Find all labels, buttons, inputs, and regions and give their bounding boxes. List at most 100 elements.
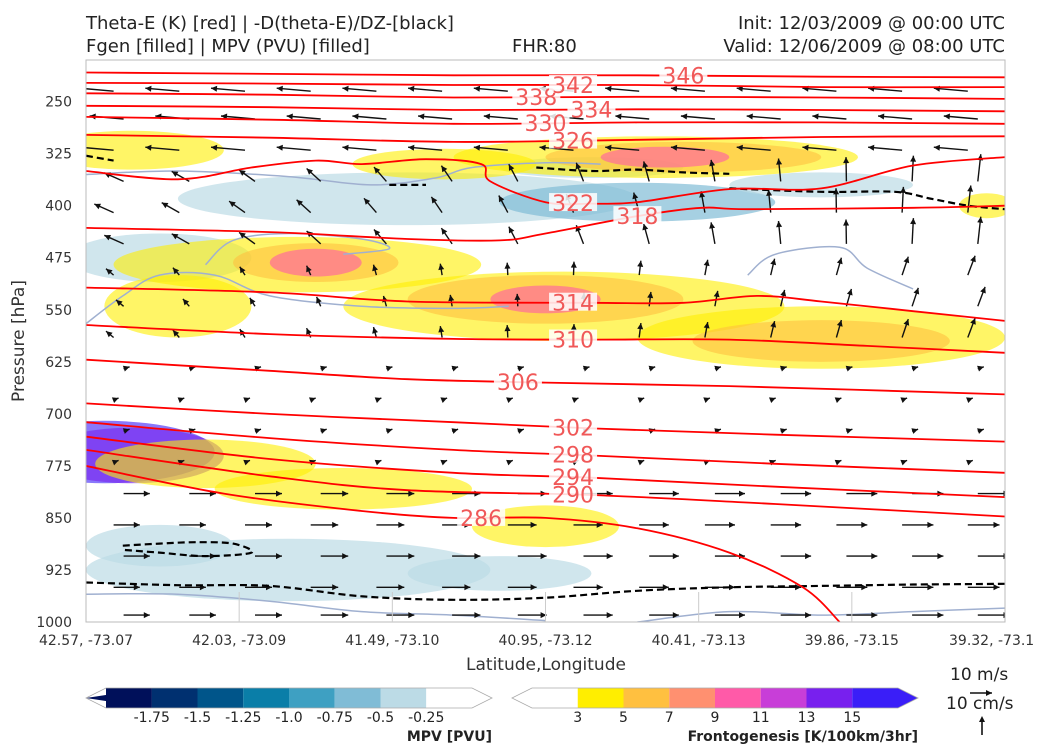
wind-arrowhead xyxy=(143,612,150,619)
wind-arrowhead xyxy=(211,144,218,151)
colorbar-tick: -1.0 xyxy=(275,710,302,726)
wind-arrowhead xyxy=(596,521,603,528)
fgen-fill xyxy=(600,146,730,168)
colorbar-tick: 15 xyxy=(843,710,861,726)
wind-arrowhead xyxy=(243,459,250,466)
y-tick-label: 400 xyxy=(45,199,72,215)
theta-e-contour xyxy=(86,465,841,622)
theta-e-label-bg xyxy=(549,444,598,463)
wind-arrowhead xyxy=(662,521,669,528)
wind-arrowhead xyxy=(464,584,471,591)
wind-arrowhead xyxy=(438,263,445,271)
wind-arrowhead xyxy=(106,331,113,338)
mpv-colorbar: -1.75 -1.5 -1.25 -1.0 -0.75 -0.5 -0.25 xyxy=(85,687,493,726)
colorbar-tick: 3 xyxy=(573,710,582,726)
y-tick-label: 625 xyxy=(45,355,72,371)
wind-arrowhead xyxy=(805,553,812,560)
colorbar-swatch xyxy=(426,688,472,708)
colorbar-tick: -0.75 xyxy=(317,710,353,726)
wind-arrowhead xyxy=(199,521,206,528)
wind-arrowhead xyxy=(517,428,524,434)
wind-arrowhead xyxy=(161,202,169,209)
theta-e-label-bg xyxy=(567,99,616,118)
wind-arrowhead xyxy=(209,612,216,619)
wind-arrowhead xyxy=(903,256,910,264)
x-tick-label: 40.41, -73.13 xyxy=(652,633,746,649)
wind-arrowhead xyxy=(846,288,853,296)
wind-arrowhead xyxy=(530,521,537,528)
wind-arrowhead xyxy=(993,521,1000,528)
wind-arrowhead xyxy=(1003,612,1005,619)
wind-arrowhead xyxy=(570,324,577,331)
wind-arrowhead xyxy=(440,459,448,466)
wind-arrowhead xyxy=(910,155,917,162)
wind-arrowhead xyxy=(1003,490,1005,497)
colorbar-tick: 5 xyxy=(619,710,628,726)
wind-arrowhead xyxy=(172,267,180,275)
wind-arrowhead xyxy=(309,397,316,403)
theta-e-label: 334 xyxy=(570,98,612,123)
wind-arrowhead xyxy=(713,290,720,298)
wind-arrowhead xyxy=(812,113,819,120)
wind-arrowhead xyxy=(266,521,272,528)
wind-arrowhead xyxy=(770,321,777,328)
wind-arrowhead xyxy=(637,323,644,330)
wind-arrowhead xyxy=(642,223,649,231)
colorbar-swatch xyxy=(532,688,578,708)
wind-arrowhead xyxy=(398,584,405,591)
x-tick-label: 41.49, -73.10 xyxy=(345,633,439,649)
wind-arrowhead xyxy=(570,261,577,268)
wind-arrowhead xyxy=(966,459,973,466)
mpv-fill xyxy=(729,172,914,198)
mpv-contour xyxy=(637,607,1005,622)
wind-arrowhead xyxy=(342,553,349,560)
wind-arrowhead xyxy=(770,258,777,266)
x-tick-label: 39.86, -73.15 xyxy=(805,633,899,649)
wind-arrowhead xyxy=(868,144,875,151)
x-tick-label: 42.03, -73.09 xyxy=(192,633,286,649)
wind-arrowhead xyxy=(316,296,322,304)
wind-arrowhead xyxy=(970,255,976,263)
wind-arrowhead xyxy=(606,612,613,619)
wind-arrowhead xyxy=(332,584,339,591)
wind-arrowhead xyxy=(709,222,716,229)
x-tick-label: 39.32, -73.1 xyxy=(949,633,1034,649)
wind-arrowhead xyxy=(861,521,868,528)
wind-arrowhead xyxy=(843,219,850,226)
wind-ref-arrowhead-v xyxy=(979,716,985,722)
wind-arrowhead xyxy=(780,365,787,372)
dthetae-contour xyxy=(729,187,1005,211)
wind-arrowhead xyxy=(408,553,415,560)
wind-arrowhead xyxy=(342,85,349,92)
dthetae-contour xyxy=(536,166,730,175)
wind-arrowhead xyxy=(637,260,644,267)
colorbar-swatch xyxy=(715,688,761,708)
wind-arrowhead xyxy=(172,330,180,337)
fgen-fill xyxy=(104,275,252,338)
wind-arrowhead xyxy=(408,144,415,151)
theta-e-label: 330 xyxy=(525,112,567,137)
wind-arrowhead xyxy=(171,233,179,240)
theta-e-label-bg xyxy=(613,206,662,225)
wind-arrowhead xyxy=(451,365,459,372)
wind-arrowhead xyxy=(448,294,455,302)
colorbar-tick: 13 xyxy=(798,710,816,726)
theta-e-labels: 2862902942983023063103143183223263303343… xyxy=(457,65,708,532)
wind-arrowhead xyxy=(977,216,984,223)
colorbar-tick: 11 xyxy=(752,710,770,726)
colorbar-swatch xyxy=(334,688,381,708)
dthetae-contours xyxy=(86,154,1005,601)
theta-e-label-bg xyxy=(521,113,570,132)
y-axis-ticks: 250 325 400 475 550 625 700 775 850 925 1000 xyxy=(36,95,72,631)
y-tick-label: 775 xyxy=(45,459,72,475)
forecast-hour: FHR:80 xyxy=(512,36,577,57)
wind-arrowhead xyxy=(306,168,313,175)
wind-arrowhead xyxy=(504,262,511,269)
x-tick-label: 40.95, -73.12 xyxy=(498,633,592,649)
wind-arrowhead xyxy=(441,165,448,173)
wind-arrowhead xyxy=(709,159,716,167)
wind-arrowhead xyxy=(933,144,940,151)
colorbar-tick: -1.5 xyxy=(184,710,211,726)
wind-arrowhead xyxy=(937,553,944,560)
fgen-fill xyxy=(269,248,362,277)
